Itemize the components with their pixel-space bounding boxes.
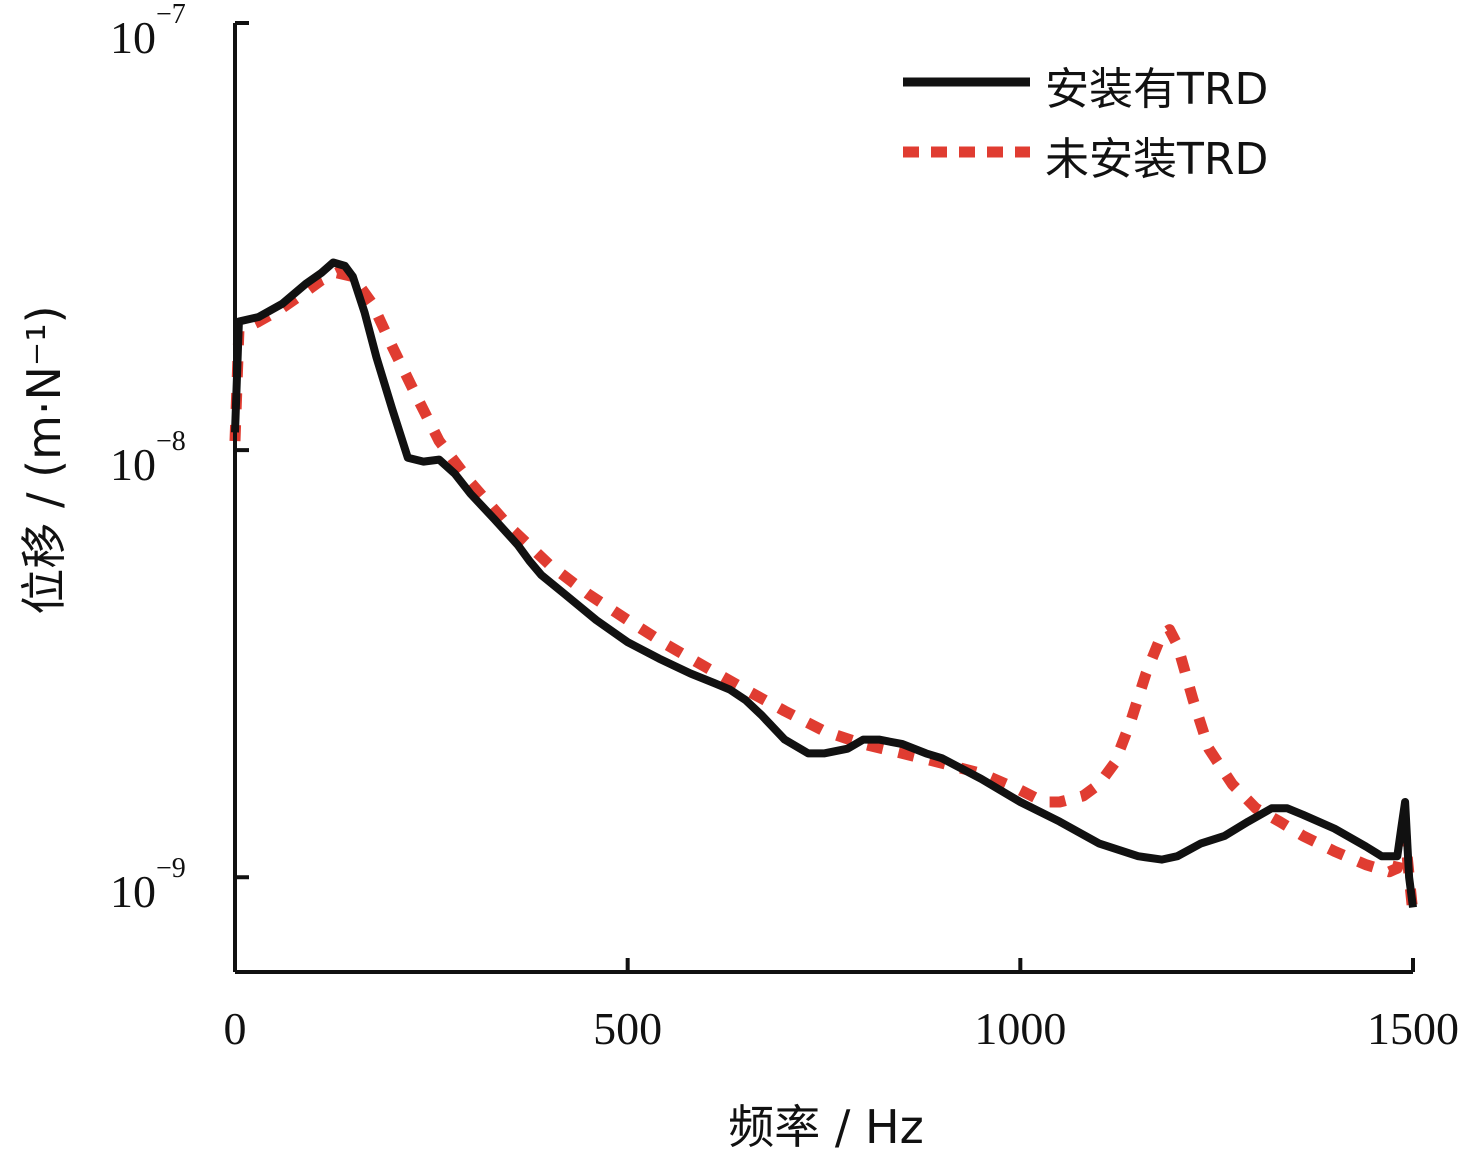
x-axis-title: 频率 / Hz <box>728 1100 923 1154</box>
x-ticks: 0 500 1000 1500 <box>224 958 1459 1054</box>
y-ticks: 10−9 10−8 10−7 <box>110 0 249 917</box>
y-tick-label: 10−8 <box>110 426 186 490</box>
y-tick-label: 10−7 <box>110 0 186 63</box>
y-tick-label: 10−9 <box>110 853 186 917</box>
axes <box>233 23 1413 974</box>
legend-label-with-trd: 安装有TRD <box>1045 64 1268 115</box>
y-axis-title: 位移 / (m·N⁻¹) <box>17 305 71 614</box>
plot-lines <box>229 258 1419 915</box>
series-line-with-trd <box>231 258 1417 908</box>
series-line-without-trd <box>229 267 1419 915</box>
legend: 安装有TRD 未安装TRD <box>903 64 1268 185</box>
x-tick-label: 1000 <box>974 1003 1066 1054</box>
legend-label-without-trd: 未安装TRD <box>1045 134 1268 185</box>
x-tick-label: 1500 <box>1367 1003 1459 1054</box>
x-tick-label: 0 <box>224 1003 247 1054</box>
x-tick-label: 500 <box>593 1003 662 1054</box>
